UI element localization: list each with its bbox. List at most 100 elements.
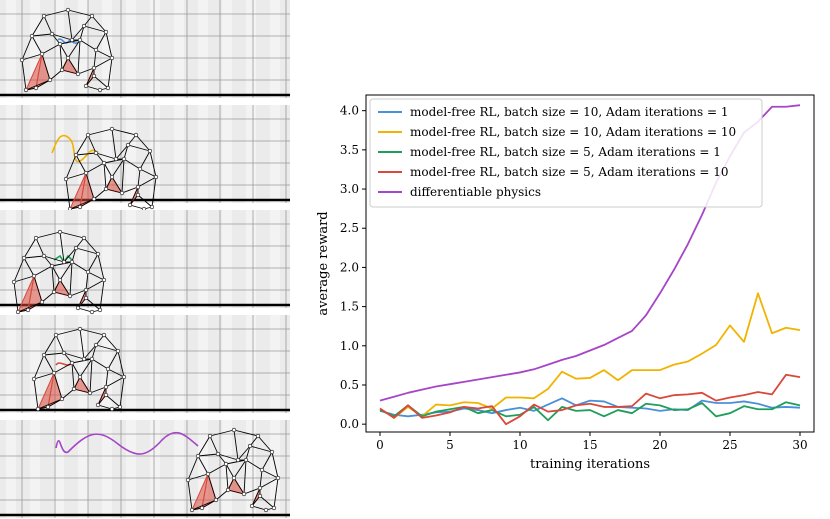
robot-edge: [191, 499, 217, 511]
robot-edge: [87, 253, 99, 273]
robot-node: [137, 166, 143, 172]
robot-edge: [65, 172, 87, 180]
legend-entry: model-free RL, batch size = 5, Adam iter…: [410, 145, 721, 159]
panel-shade: [198, 420, 208, 518]
soft-robot: [63, 126, 159, 212]
robot-edge: [79, 328, 105, 336]
robot-edge: [197, 453, 219, 457]
panel-shade: [102, 105, 112, 203]
robot-node: [95, 251, 101, 257]
robot-node: [149, 204, 155, 210]
robot-edge: [217, 453, 227, 465]
robot-node: [231, 427, 237, 433]
robot-node: [127, 202, 133, 208]
robot-node: [83, 170, 89, 176]
panel-background: [0, 210, 290, 308]
panel-shade: [198, 315, 208, 413]
robot-node: [57, 277, 63, 283]
legend-box: [369, 98, 763, 208]
robot-edge: [51, 265, 55, 293]
robot-edge: [51, 33, 61, 45]
robot-edge: [79, 358, 93, 378]
soft-robot: [185, 427, 281, 513]
robot-node: [77, 374, 83, 380]
robot-edge: [53, 362, 73, 374]
panel-shade: [102, 420, 112, 518]
robot-node: [207, 433, 213, 439]
robot-edge: [93, 57, 113, 69]
robot-edge: [137, 168, 141, 188]
robot-node: [77, 37, 83, 43]
robot-edge: [83, 25, 107, 33]
robot-edge: [121, 158, 125, 194]
panel-shade: [246, 0, 256, 98]
panel-shade: [102, 210, 112, 308]
robot-node: [241, 491, 247, 497]
robot-node: [257, 485, 263, 491]
x-tick-label: 25: [722, 438, 737, 452]
legend-entry: model-free RL, batch size = 10, Adam ite…: [410, 105, 728, 119]
robot-edge: [33, 265, 53, 277]
robot-edge: [89, 386, 107, 394]
robot-edge: [251, 505, 267, 511]
x-tick-label: 30: [792, 438, 807, 452]
robot-edge: [67, 9, 93, 17]
robot-edge: [63, 352, 73, 364]
robot-edge: [13, 281, 19, 313]
robot-edge: [51, 261, 73, 267]
robot-edge: [21, 35, 33, 61]
robot-edge: [91, 344, 97, 360]
x-axis-label: training iterations: [530, 457, 650, 472]
robot-edge: [67, 9, 73, 41]
robot-node: [199, 505, 205, 511]
soft-robot: [11, 229, 107, 315]
robot-node: [105, 366, 111, 372]
panel-shade: [6, 105, 16, 203]
robot-node: [117, 404, 123, 410]
robot-edge: [61, 57, 69, 71]
robot-node: [69, 37, 75, 43]
y-tick-label: 0.0: [340, 417, 359, 431]
y-tick-label: 0.5: [340, 378, 359, 392]
robot-edge: [79, 376, 91, 394]
robot-node: [231, 475, 237, 481]
robot-edge: [129, 194, 139, 206]
panel-shade: [222, 420, 232, 518]
panel-shade: [54, 420, 64, 518]
y-tick-label: 1.5: [340, 300, 359, 314]
robot-edge: [21, 59, 27, 91]
robot-node: [91, 73, 97, 79]
panel-shade: [30, 210, 40, 308]
y-tick-label: 2.5: [340, 221, 359, 235]
robot-edge: [85, 279, 105, 291]
robot-edge: [43, 334, 57, 356]
robot-node: [59, 67, 65, 73]
panel-shade: [222, 315, 232, 413]
robot-node: [271, 505, 277, 511]
robot-edge: [243, 459, 247, 495]
robot-edge: [197, 455, 209, 475]
robot-edge: [245, 445, 251, 461]
robot-edge: [51, 33, 73, 41]
legend-entry: differentiable physics: [410, 185, 541, 199]
robot-node: [33, 85, 39, 91]
robot-edge: [59, 279, 71, 297]
robot-node: [89, 13, 95, 19]
robot-edge: [71, 261, 89, 273]
y-tick-label: 4.0: [340, 104, 359, 118]
robot-edge: [105, 368, 109, 388]
robot-node: [109, 174, 115, 180]
panel-shade: [6, 420, 16, 518]
panel-shade: [270, 0, 280, 98]
robot-edge: [259, 477, 279, 489]
robot-node: [83, 295, 89, 301]
robot-edge: [111, 128, 117, 160]
robot-node: [75, 305, 81, 311]
robot-edge: [85, 271, 89, 291]
robot-node: [29, 33, 35, 39]
robot-edge: [53, 279, 61, 293]
robot-edge: [115, 144, 129, 160]
robot-edge: [107, 350, 119, 370]
panel-shade: [6, 315, 16, 413]
